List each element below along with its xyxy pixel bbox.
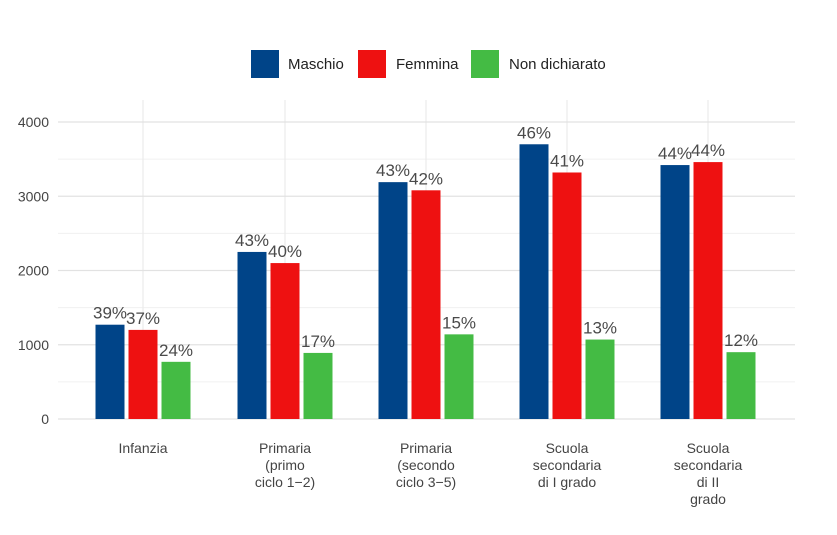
bar-maschio <box>378 182 408 419</box>
legend-label: Femmina <box>396 56 459 73</box>
bar-non-dichiarato <box>444 334 474 419</box>
data-label: 12% <box>724 331 758 350</box>
data-label: 44% <box>658 144 692 163</box>
data-label: 43% <box>235 231 269 250</box>
bar-non-dichiarato <box>161 361 191 419</box>
data-label: 44% <box>691 141 725 160</box>
data-label: 43% <box>376 161 410 180</box>
bar-femmina <box>128 329 158 419</box>
y-tick-label: 3000 <box>18 188 49 204</box>
x-category-label: Scuola secondaria di I grado <box>533 440 602 490</box>
x-category-label: Infanzia <box>118 440 167 456</box>
data-label: 13% <box>583 319 617 338</box>
y-tick-label: 2000 <box>18 263 49 279</box>
bar-maschio <box>95 324 125 419</box>
data-label: 15% <box>442 313 476 332</box>
data-label: 39% <box>93 304 127 323</box>
legend: Maschio Femmina Non dichiarato <box>251 50 606 78</box>
data-label: 46% <box>517 123 551 142</box>
bar-maschio <box>660 165 690 419</box>
data-label: 40% <box>268 242 302 261</box>
bar-femmina <box>552 172 582 419</box>
bar-femmina <box>270 263 300 419</box>
bar-femmina <box>411 190 441 419</box>
axis-layer: 0 1000 2000 3000 4000 Infanzia Primaria (primo c… <box>18 114 743 507</box>
bar-layer <box>95 144 756 419</box>
y-tick-label: 1000 <box>18 337 49 353</box>
legend-label: Maschio <box>288 56 344 73</box>
bar-non-dichiarato <box>585 339 615 419</box>
bar-non-dichiarato <box>726 352 756 419</box>
data-label: 17% <box>301 332 335 351</box>
x-category-label: Primaria (secondo ciclo 3−5) <box>396 440 456 490</box>
bar-maschio <box>237 251 267 419</box>
legend-swatch-maschio <box>251 50 279 78</box>
legend-swatch-femmina <box>358 50 386 78</box>
legend-swatch-non-dichiarato <box>471 50 499 78</box>
bar-maschio <box>519 144 549 419</box>
y-tick-label: 4000 <box>18 114 49 130</box>
data-label-layer: 39% 43% 43% 46% 44% 37% 40% 42% 41% 44% 24% 17% 15% 1… <box>93 123 758 360</box>
data-label: 41% <box>550 151 584 170</box>
x-category-label: Primaria (primo ciclo 1−2) <box>255 440 315 490</box>
x-category-label: Scuola secondaria di II grado <box>674 440 743 507</box>
bar-femmina <box>693 162 723 419</box>
data-label: 37% <box>126 309 160 328</box>
data-label: 24% <box>159 341 193 360</box>
y-tick-label: 0 <box>41 411 49 427</box>
legend-label: Non dichiarato <box>509 56 606 73</box>
data-label: 42% <box>409 169 443 188</box>
bar-non-dichiarato <box>303 352 333 419</box>
